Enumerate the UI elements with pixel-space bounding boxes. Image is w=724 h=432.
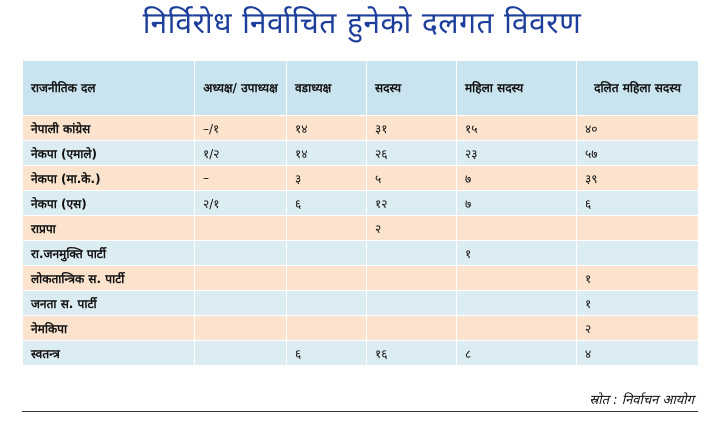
party-name: नेकपा (एस) — [22, 190, 195, 216]
cell-chair — [194, 215, 287, 241]
table-row: लोकतान्त्रिक स. पार्टी १ — [22, 265, 699, 291]
cell-member: ३१ — [366, 115, 457, 141]
cell-woman-member — [456, 265, 577, 291]
cell-dalit-woman: ६ — [576, 190, 699, 216]
cell-chair: २/१ — [194, 190, 287, 216]
cell-member: ५ — [366, 165, 457, 191]
cell-chair — [194, 315, 287, 341]
cell-ward-chair: ६ — [286, 190, 367, 216]
header-member: सदस्य — [366, 60, 457, 116]
table-row: नेकपा (मा.के.) – ३ ५ ७ ३९ — [22, 165, 699, 191]
table-row: नेकपा (एस) २/१ ६ १२ ७ ६ — [22, 190, 699, 216]
party-name: राप्रपा — [22, 215, 195, 241]
party-name: नेकपा (मा.के.) — [22, 165, 195, 191]
cell-ward-chair — [286, 215, 367, 241]
cell-dalit-woman: २ — [576, 315, 699, 341]
cell-dalit-woman: ३९ — [576, 165, 699, 191]
page-title: निर्विरोध निर्वाचित हुनेको दलगत विवरण — [142, 6, 582, 41]
cell-member — [366, 265, 457, 291]
cell-woman-member: १५ — [456, 115, 577, 141]
source-note: स्रोत : निर्वाचन आयोग — [589, 393, 694, 408]
cell-ward-chair — [286, 315, 367, 341]
party-name: स्वतन्त्र — [22, 340, 195, 366]
cell-dalit-woman: ४० — [576, 115, 699, 141]
cell-dalit-woman — [576, 215, 699, 241]
cell-member — [366, 240, 457, 266]
table-row: नेकपा (एमाले) १/२ १४ २६ २३ ५७ — [22, 140, 699, 166]
cell-member: २६ — [366, 140, 457, 166]
table-row: स्वतन्त्र ६ १६ ८ ४ — [22, 340, 699, 366]
table-header-row: राजनीतिक दल अध्यक्ष/ उपाध्यक्ष वडाध्यक्ष… — [22, 60, 699, 116]
cell-woman-member — [456, 290, 577, 316]
header-party: राजनीतिक दल — [22, 60, 195, 116]
cell-ward-chair — [286, 290, 367, 316]
header-ward-chair: वडाध्यक्ष — [286, 60, 367, 116]
cell-woman-member: ७ — [456, 190, 577, 216]
bottom-divider — [22, 411, 698, 412]
cell-ward-chair: १४ — [286, 115, 367, 141]
party-name: जनता स. पार्टी — [22, 290, 195, 316]
cell-member: २ — [366, 215, 457, 241]
table-row: राप्रपा २ — [22, 215, 699, 241]
cell-chair — [194, 290, 287, 316]
party-details-table: राजनीतिक दल अध्यक्ष/ उपाध्यक्ष वडाध्यक्ष… — [22, 60, 699, 366]
cell-member: १६ — [366, 340, 457, 366]
cell-dalit-woman: ५७ — [576, 140, 699, 166]
cell-member: १२ — [366, 190, 457, 216]
cell-ward-chair: १४ — [286, 140, 367, 166]
table-row: जनता स. पार्टी १ — [22, 290, 699, 316]
cell-dalit-woman — [576, 240, 699, 266]
cell-woman-member — [456, 315, 577, 341]
cell-dalit-woman: ४ — [576, 340, 699, 366]
cell-dalit-woman: १ — [576, 290, 699, 316]
cell-ward-chair — [286, 265, 367, 291]
cell-chair — [194, 265, 287, 291]
party-name: नेमकिपा — [22, 315, 195, 341]
cell-woman-member: २३ — [456, 140, 577, 166]
cell-chair — [194, 340, 287, 366]
header-chair-vicechair: अध्यक्ष/ उपाध्यक्ष — [194, 60, 287, 116]
cell-chair: –/१ — [194, 115, 287, 141]
party-name: रा.जनमुक्ति पार्टी — [22, 240, 195, 266]
party-name: नेपाली कांग्रेस — [22, 115, 195, 141]
cell-woman-member: ७ — [456, 165, 577, 191]
cell-dalit-woman: १ — [576, 265, 699, 291]
cell-member — [366, 315, 457, 341]
cell-chair: – — [194, 165, 287, 191]
party-name: लोकतान्त्रिक स. पार्टी — [22, 265, 195, 291]
party-name: नेकपा (एमाले) — [22, 140, 195, 166]
cell-ward-chair: ३ — [286, 165, 367, 191]
cell-woman-member: ८ — [456, 340, 577, 366]
cell-member — [366, 290, 457, 316]
cell-ward-chair — [286, 240, 367, 266]
header-dalit-woman-member: दलित महिला सदस्य — [576, 60, 699, 116]
cell-ward-chair: ६ — [286, 340, 367, 366]
cell-chair: १/२ — [194, 140, 287, 166]
cell-woman-member — [456, 215, 577, 241]
table-row: नेमकिपा २ — [22, 315, 699, 341]
table-row: रा.जनमुक्ति पार्टी १ — [22, 240, 699, 266]
cell-chair — [194, 240, 287, 266]
cell-woman-member: १ — [456, 240, 577, 266]
table-row: नेपाली कांग्रेस –/१ १४ ३१ १५ ४० — [22, 115, 699, 141]
header-woman-member: महिला सदस्य — [456, 60, 577, 116]
